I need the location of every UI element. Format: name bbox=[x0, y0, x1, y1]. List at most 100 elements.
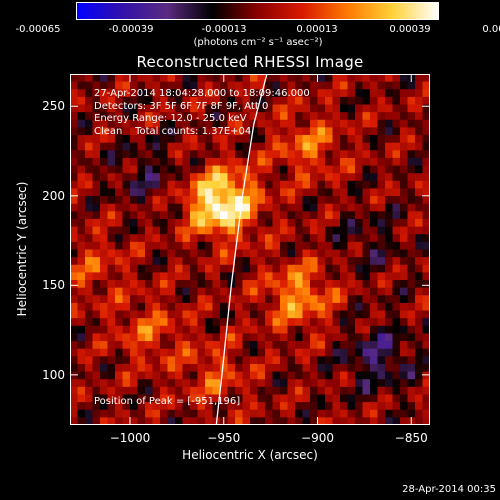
heatmap-cell bbox=[257, 119, 266, 129]
heatmap-cell bbox=[385, 89, 394, 98]
heatmap-cell bbox=[197, 226, 206, 235]
heatmap-cell bbox=[325, 135, 334, 144]
heatmap-cell bbox=[400, 188, 409, 197]
heatmap-cell bbox=[332, 173, 341, 182]
heatmap-cell bbox=[197, 295, 206, 304]
heatmap-cell bbox=[122, 280, 131, 289]
heatmap-cell bbox=[115, 127, 124, 136]
heatmap-cell bbox=[415, 196, 424, 205]
heatmap-cell bbox=[250, 127, 259, 136]
heatmap-cell bbox=[340, 272, 349, 281]
heatmap-cell bbox=[287, 325, 296, 335]
heatmap-cell bbox=[100, 386, 109, 396]
heatmap-cell bbox=[422, 333, 430, 342]
heatmap-cell bbox=[355, 257, 364, 266]
heatmap-cell bbox=[287, 96, 296, 106]
heatmap-cell bbox=[197, 173, 206, 182]
heatmap-cell bbox=[160, 402, 169, 411]
heatmap-cell bbox=[280, 402, 289, 411]
heatmap-cell bbox=[70, 348, 79, 357]
heatmap-cell bbox=[70, 333, 79, 342]
heatmap-cell bbox=[310, 104, 319, 113]
heatmap-cell bbox=[100, 356, 109, 365]
heatmap-cell bbox=[130, 371, 139, 380]
heatmap-cell bbox=[325, 287, 334, 296]
heatmap-cell bbox=[167, 127, 176, 136]
heatmap-cell bbox=[280, 333, 289, 342]
heatmap-cell bbox=[362, 234, 371, 243]
heatmap-cell bbox=[77, 394, 86, 403]
heatmap-cell bbox=[265, 272, 274, 281]
heatmap-cell bbox=[160, 264, 169, 273]
heatmap-cell bbox=[400, 341, 409, 350]
heatmap-cell bbox=[235, 142, 244, 151]
heatmap-cell bbox=[265, 356, 274, 365]
heatmap-cell bbox=[347, 127, 356, 136]
heatmap-cell bbox=[152, 173, 161, 182]
heatmap-cell bbox=[265, 310, 274, 319]
heatmap-cell bbox=[85, 363, 94, 373]
heatmap-cell bbox=[385, 96, 394, 106]
heatmap-cell bbox=[407, 249, 416, 258]
heatmap-cell bbox=[280, 379, 289, 388]
heatmap-cell bbox=[130, 318, 139, 327]
heatmap-cell bbox=[92, 104, 101, 113]
heatmap-cell bbox=[160, 295, 169, 304]
heatmap-cell bbox=[332, 249, 341, 258]
heatmap-cell bbox=[287, 417, 296, 425]
heatmap-cell bbox=[407, 295, 416, 304]
heatmap-cell bbox=[92, 165, 101, 174]
heatmap-cell bbox=[182, 226, 191, 235]
heatmap-cell bbox=[77, 173, 86, 182]
heatmap-cell bbox=[190, 150, 199, 159]
heatmap-cell bbox=[77, 295, 86, 304]
heatmap-cell bbox=[235, 89, 244, 98]
heatmap-cell bbox=[137, 127, 146, 136]
heatmap-cell bbox=[280, 394, 289, 403]
heatmap-cell bbox=[340, 135, 349, 144]
heatmap-cell bbox=[190, 196, 199, 205]
heatmap-cell bbox=[122, 127, 131, 136]
heatmap-cell bbox=[92, 257, 101, 266]
heatmap-cell bbox=[407, 363, 416, 373]
heatmap-cell bbox=[287, 394, 296, 403]
heatmap-cell bbox=[287, 142, 296, 151]
heatmap-cell bbox=[295, 165, 304, 174]
heatmap-cell bbox=[160, 287, 169, 296]
heatmap-cell bbox=[70, 142, 79, 151]
heatmap-cell bbox=[137, 241, 146, 251]
heatmap-cell bbox=[145, 257, 154, 266]
heatmap-cell bbox=[422, 127, 430, 136]
heatmap-cell bbox=[377, 203, 386, 212]
heatmap-cell bbox=[212, 165, 221, 174]
heatmap-cell bbox=[362, 173, 371, 182]
heatmap-cell bbox=[160, 127, 169, 136]
heatmap-cell bbox=[130, 173, 139, 182]
heatmap-cell bbox=[137, 135, 146, 144]
heatmap-cell bbox=[77, 363, 86, 373]
heatmap-cell bbox=[212, 188, 221, 197]
heatmap-cell bbox=[332, 325, 341, 335]
heatmap-cell bbox=[272, 89, 281, 98]
heatmap-cell bbox=[182, 150, 191, 159]
heatmap-cell bbox=[415, 142, 424, 151]
heatmap-cell bbox=[340, 81, 349, 90]
heatmap-cell bbox=[145, 157, 154, 167]
heatmap-cell bbox=[362, 333, 371, 342]
heatmap-cell bbox=[400, 325, 409, 335]
heatmap-cell bbox=[130, 333, 139, 342]
heatmap-cell bbox=[347, 379, 356, 388]
heatmap-cell bbox=[265, 280, 274, 289]
heatmap-cell bbox=[385, 112, 394, 121]
heatmap-cell bbox=[317, 81, 326, 90]
heatmap-cell bbox=[100, 157, 109, 167]
heatmap-cell bbox=[190, 74, 199, 83]
heatmap-cell bbox=[302, 325, 311, 335]
heatmap-cell bbox=[130, 402, 139, 411]
heatmap-cell bbox=[197, 379, 206, 388]
heatmap-cell bbox=[152, 142, 161, 151]
heatmap-cell bbox=[115, 211, 124, 220]
heatmap-cell bbox=[250, 417, 259, 425]
heatmap-cell bbox=[295, 341, 304, 350]
heatmap-cell bbox=[280, 135, 289, 144]
